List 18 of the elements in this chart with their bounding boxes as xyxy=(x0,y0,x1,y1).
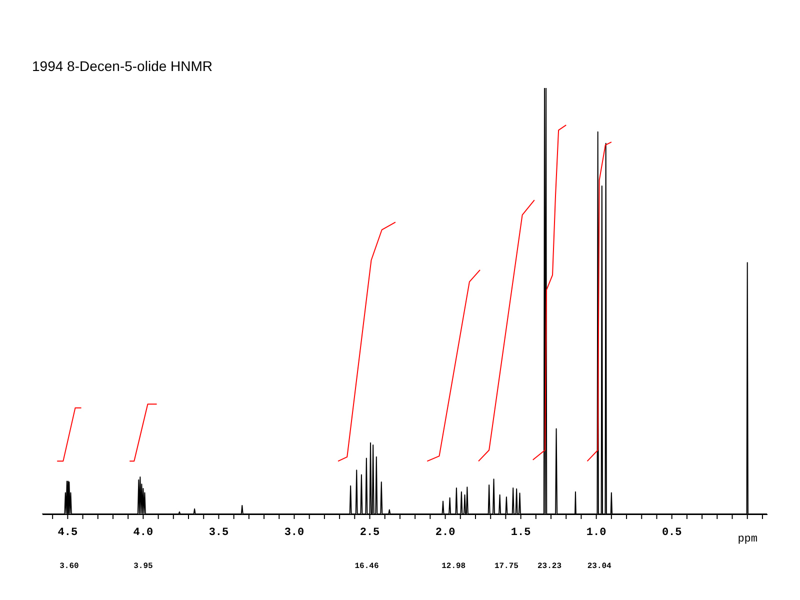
chart-title: 1994 8-Decen-5-olide HNMR xyxy=(32,58,213,74)
x-tick-label: 0.5 xyxy=(662,527,682,539)
x-tick-label: 4.0 xyxy=(133,527,154,539)
x-tick-label: 2.5 xyxy=(360,527,380,539)
x-axis-title: ppm xyxy=(738,534,758,546)
x-tick-label: 3.5 xyxy=(208,527,230,539)
x-tick-label: 4.5 xyxy=(58,527,78,539)
x-tick-label: 1.0 xyxy=(586,527,606,539)
x-tick-label: 2.0 xyxy=(435,527,456,539)
text: 3.60 xyxy=(60,562,79,571)
x-tick-label: 3.0 xyxy=(284,527,304,539)
text: 12.98 xyxy=(442,562,466,571)
x-tick-label: 1.5 xyxy=(510,527,532,539)
text: 16.46 xyxy=(354,562,379,571)
text: 23.04 xyxy=(587,562,612,571)
text: 3.95 xyxy=(134,562,153,571)
text: 17.75 xyxy=(494,562,519,571)
text: 23.23 xyxy=(537,562,562,571)
